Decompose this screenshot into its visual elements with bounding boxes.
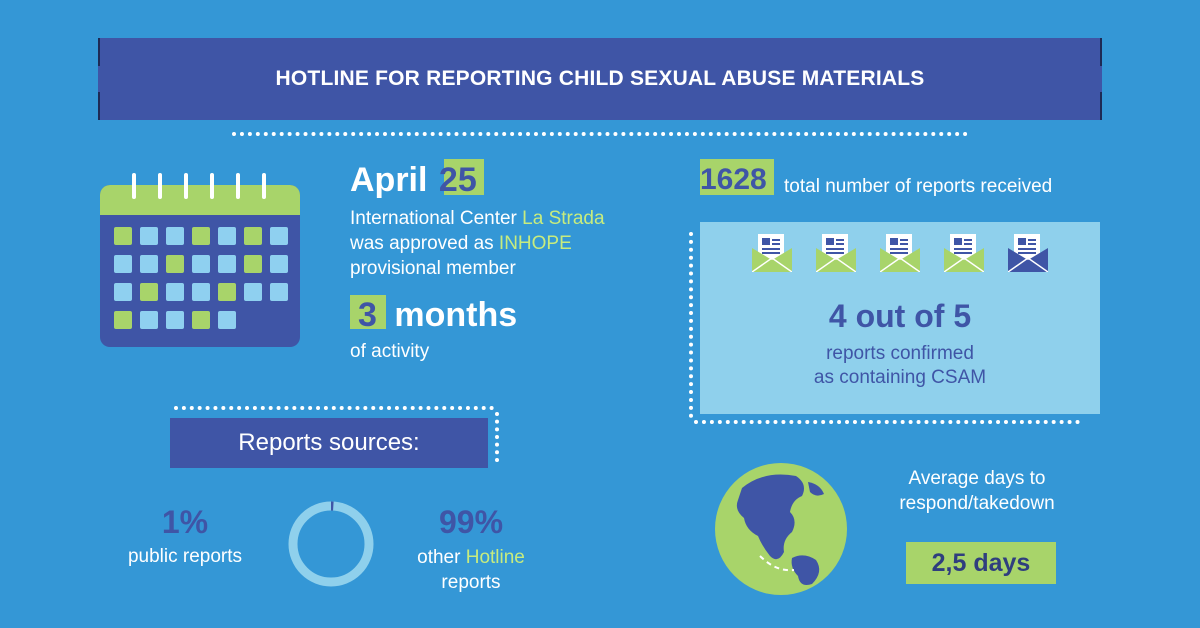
calendar-day-cell — [192, 311, 210, 329]
calendar-day-cell — [114, 311, 132, 329]
title-banner — [98, 38, 1102, 120]
calendar-day-cell — [114, 255, 132, 273]
approval-line1: International Center — [350, 208, 523, 229]
calendar-ring — [158, 173, 162, 199]
calendar-day-cell — [244, 255, 262, 273]
calendar-day-cell — [114, 283, 132, 301]
activity-duration: 3 months — [358, 294, 517, 336]
date-highlight — [444, 159, 484, 195]
calendar-day-cell — [140, 283, 158, 301]
response-value: 2,5 days — [931, 549, 1031, 577]
calendar-day-cell — [166, 311, 184, 329]
calendar-day-cell — [114, 227, 132, 245]
confirmed-line2: as containing CSAM — [813, 367, 987, 388]
months-highlight — [350, 295, 386, 329]
calendar-day-cell — [166, 227, 184, 245]
calendar-day-cell — [192, 255, 210, 273]
network-name: INHOPE — [498, 233, 572, 254]
hotline-word: Hotline — [465, 547, 525, 568]
activity-unit: months — [394, 296, 518, 334]
calendar-day-cell — [244, 227, 262, 245]
activity-caption: of activity — [350, 341, 430, 362]
total-reports-caption: total number of reports received — [784, 176, 1053, 197]
confirmed-headline: 4 out of 5 — [828, 298, 972, 334]
approval-date: April 25 — [350, 160, 477, 200]
approval-day: 25 — [438, 161, 477, 199]
approval-month: April — [350, 161, 428, 199]
hotline-prefix: other — [417, 547, 466, 568]
calendar-day-cell — [244, 283, 262, 301]
confirmed-caption: reports confirmed as containing CSAM — [700, 342, 1100, 390]
banner-corner-mark — [1100, 38, 1102, 66]
calendar-ring — [184, 173, 188, 199]
public-reports-label: public reports — [127, 546, 243, 567]
banner-corner-mark — [1100, 92, 1102, 120]
calendar-day-cell — [218, 311, 236, 329]
donut-public-arc — [288, 501, 374, 587]
calendar-day-cell — [166, 255, 184, 273]
envelope-confirmed-icon — [816, 234, 856, 274]
activity-count: 3 — [358, 296, 377, 334]
calendar-day-cell — [192, 227, 210, 245]
public-reports-pct: 1% — [161, 504, 209, 540]
total-reports-value: 1628 — [700, 163, 767, 196]
calendar-day-cell — [166, 283, 184, 301]
envelope-confirmed-icon — [944, 234, 984, 274]
calendar-day-cell — [270, 283, 288, 301]
page-title: HOTLINE FOR REPORTING CHILD SEXUAL ABUSE… — [275, 67, 925, 90]
response-line2: respond/takedown — [899, 493, 1055, 514]
dotted-divider — [495, 412, 499, 462]
calendar-ring — [132, 173, 136, 199]
envelope-confirmed-icon — [752, 234, 792, 274]
sources-donut-chart — [288, 501, 374, 587]
donut-hotline-arc — [288, 501, 374, 587]
hotline-suffix: reports — [441, 572, 501, 593]
calendar-day-cell — [140, 227, 158, 245]
dotted-divider — [694, 420, 1080, 424]
banner-corner-mark — [98, 38, 100, 66]
dotted-divider — [232, 132, 968, 136]
globe-icon — [715, 463, 847, 595]
sources-heading: Reports sources: — [238, 429, 420, 456]
approval-text: International Center La Strada was appro… — [350, 206, 605, 281]
calendar-day-cell — [270, 227, 288, 245]
org-name: La Strada — [522, 208, 605, 229]
dotted-divider — [689, 232, 693, 418]
approval-line3: provisional member — [350, 258, 516, 279]
calendar-day-cell — [218, 255, 236, 273]
response-caption: Average days to respond/takedown — [870, 466, 1084, 516]
dotted-divider — [174, 406, 494, 410]
response-line1: Average days to — [908, 468, 1046, 489]
calendar-day-cell — [218, 283, 236, 301]
response-value-box — [906, 542, 1056, 584]
calendar-day-cell — [270, 255, 288, 273]
envelope-unconfirmed-icon — [1008, 234, 1048, 274]
calendar-ring — [262, 173, 266, 199]
sources-heading-box — [170, 418, 488, 468]
approval-line2: was approved as — [350, 233, 499, 254]
confirmed-line1: reports confirmed — [826, 343, 974, 364]
calendar-ring — [236, 173, 240, 199]
hotline-reports-label: other Hotline reports — [386, 545, 556, 595]
calendar-day-cell — [140, 255, 158, 273]
calendar-ring — [210, 173, 214, 199]
calendar-day-cell — [218, 227, 236, 245]
envelope-confirmed-icon — [880, 234, 920, 274]
hotline-reports-pct: 99% — [438, 504, 504, 540]
calendar-icon — [100, 173, 300, 347]
total-highlight — [700, 159, 774, 195]
calendar-day-cell — [192, 283, 210, 301]
calendar-day-cell — [140, 311, 158, 329]
banner-corner-mark — [98, 92, 100, 120]
